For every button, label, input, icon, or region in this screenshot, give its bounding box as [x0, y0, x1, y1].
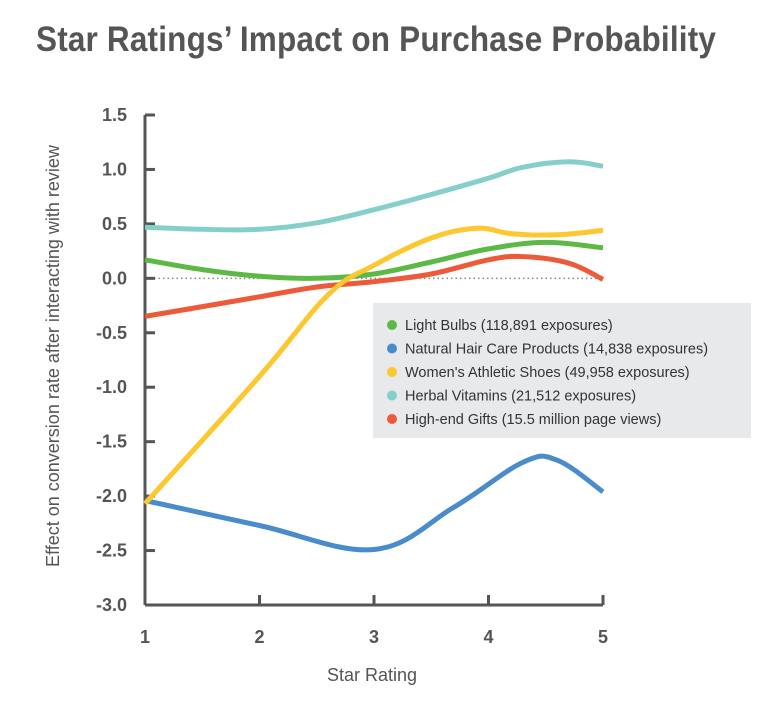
y-tick-label: 1.0 — [102, 159, 127, 179]
legend-marker — [387, 390, 397, 401]
legend-entry-label: Natural Hair Care Products (14,838 expos… — [405, 342, 708, 358]
x-tick-label: 2 — [254, 627, 264, 647]
legend-entry-label: Women's Athletic Shoes (49,958 exposures… — [405, 365, 690, 381]
series-line-womens-athletic-shoes — [143, 225, 604, 506]
x-tick-label: 4 — [483, 627, 493, 647]
ticks-layer: 1.5 1.0 0.5 0.0 -0.5 -1.0 -1.5 -2.0 -2.5 -3.0 1 2 3 4… — [96, 105, 608, 647]
y-tick-label: -2.5 — [96, 541, 127, 561]
series-line-natural-hair-care — [144, 453, 605, 553]
chart-title: Star Ratings’ Impact on Purchase Probabi… — [36, 20, 717, 59]
y-tick-label: 1.5 — [102, 105, 127, 125]
y-tick-label: -0.5 — [96, 323, 127, 343]
legend-marker — [387, 414, 397, 424]
legend-background — [373, 303, 751, 438]
series-line-light-bulbs — [144, 239, 604, 281]
x-axis-label: Star Rating — [327, 665, 417, 685]
legend-entry-label: High-end Gifts (15.5 million page views) — [405, 412, 661, 428]
legend-marker — [387, 343, 397, 354]
y-tick-label: -1.0 — [96, 377, 127, 397]
legend-marker — [387, 320, 397, 330]
y-tick-label: 0.5 — [102, 214, 127, 234]
y-axis-label: Effect on conversion rate after interact… — [43, 144, 63, 567]
x-tick-label: 1 — [140, 627, 150, 647]
series-line-high-end-gifts — [144, 253, 605, 319]
y-tick-label: -3.0 — [96, 595, 127, 615]
x-tick-label: 5 — [598, 627, 608, 647]
legend-entry-label: Light Bulbs (118,891 exposures) — [405, 318, 613, 334]
series-layer — [143, 159, 605, 553]
y-tick-label: -2.0 — [96, 486, 127, 506]
x-tick-label: 3 — [369, 627, 379, 647]
legend-entry-label: Herbal Vitamins (21,512 exposures) — [405, 389, 636, 405]
legend: Light Bulbs (118,891 exposures) Natural H… — [373, 303, 751, 438]
y-tick-label: 0.0 — [102, 268, 127, 288]
legend-marker — [387, 367, 397, 377]
y-tick-label: -1.5 — [96, 432, 127, 452]
series-line-herbal-vitamins — [144, 159, 604, 233]
